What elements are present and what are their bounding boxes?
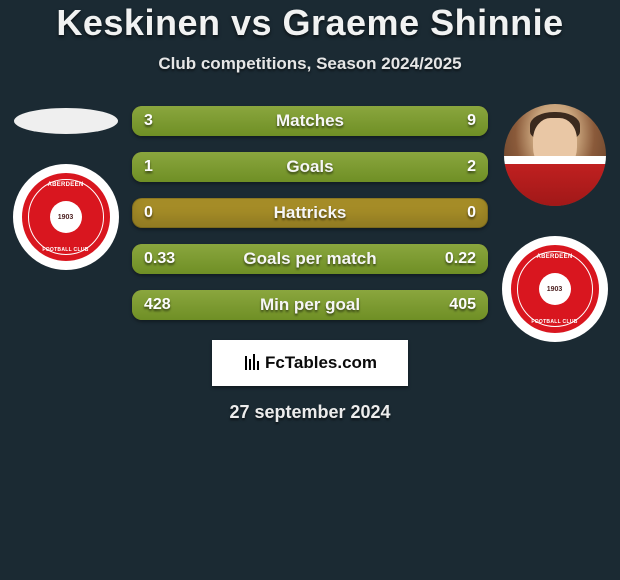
brand-badge: FcTables.com (212, 340, 408, 386)
stat-row: 0Hattricks0 (132, 198, 488, 228)
right-player-photo (504, 104, 606, 206)
left-player-silhouette (14, 108, 118, 134)
crest-ball-icon: 1903 (50, 201, 82, 233)
stat-fill-right (221, 106, 488, 136)
stat-value-right: 0.22 (445, 250, 476, 268)
subtitle: Club competitions, Season 2024/2025 (0, 54, 620, 74)
club-crest-icon: ABERDEEN 1903 FOOTBALL CLUB (20, 171, 112, 263)
main-content: ABERDEEN 1903 FOOTBALL CLUB ABERDEEN 190… (0, 104, 620, 320)
stat-row: 3Matches9 (132, 106, 488, 136)
stat-row: 0.33Goals per match0.22 (132, 244, 488, 274)
left-club-badge: ABERDEEN 1903 FOOTBALL CLUB (13, 164, 119, 270)
crest-text-top: ABERDEEN (22, 182, 110, 188)
crest-ball-icon: 1903 (539, 273, 571, 305)
comparison-card: Keskinen vs Graeme Shinnie Club competit… (0, 0, 620, 423)
stat-value-right: 9 (467, 112, 476, 130)
right-club-badge: ABERDEEN 1903 FOOTBALL CLUB (502, 236, 608, 342)
stat-row: 428Min per goal405 (132, 290, 488, 320)
stat-label: Hattricks (132, 203, 488, 223)
page-title: Keskinen vs Graeme Shinnie (0, 2, 620, 44)
crest-text-bottom: FOOTBALL CLUB (22, 247, 110, 253)
stat-value-left: 0 (144, 204, 153, 222)
stat-value-right: 2 (467, 158, 476, 176)
crest-text-bottom: FOOTBALL CLUB (511, 319, 599, 325)
right-player-column: ABERDEEN 1903 FOOTBALL CLUB (497, 104, 612, 342)
stat-value-right: 0 (467, 204, 476, 222)
stat-bars: 3Matches9 1Goals2 0Hattricks0 0.33Goals per… (132, 104, 488, 320)
stat-value-left: 1 (144, 158, 153, 176)
date-line: 27 september 2024 (0, 402, 620, 423)
bars-icon (243, 354, 261, 372)
stat-fill-right (249, 152, 488, 182)
stat-value-left: 428 (144, 296, 171, 314)
crest-text-top: ABERDEEN (511, 254, 599, 260)
brand-label: FcTables.com (243, 353, 377, 373)
stat-value-left: 0.33 (144, 250, 175, 268)
stat-value-right: 405 (449, 296, 476, 314)
brand-text: FcTables.com (265, 353, 377, 373)
club-crest-icon: ABERDEEN 1903 FOOTBALL CLUB (509, 243, 601, 335)
stat-value-left: 3 (144, 112, 153, 130)
left-player-column: ABERDEEN 1903 FOOTBALL CLUB (8, 104, 123, 270)
stat-row: 1Goals2 (132, 152, 488, 182)
